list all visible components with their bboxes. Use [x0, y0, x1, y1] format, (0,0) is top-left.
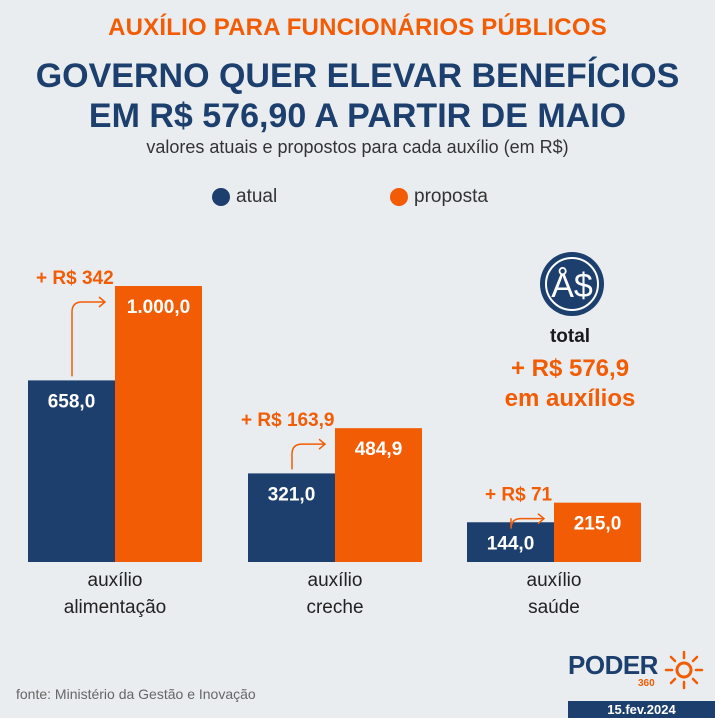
legend-label-atual: atual — [236, 186, 278, 207]
sun-icon — [664, 650, 704, 690]
annotation-arrowhead-1 — [318, 438, 327, 450]
legend-swatch-atual — [212, 188, 230, 206]
svg-text:Å$: Å$ — [551, 267, 593, 305]
category-label-0-line-1: auxílio — [88, 570, 143, 591]
data-label-atual-2: 144,0 — [487, 533, 535, 554]
annotation-2: + R$ 71 — [485, 485, 553, 506]
legend: atual proposta — [0, 186, 715, 210]
annotation-arrow-2 — [510, 517, 544, 529]
bar-proposta-0 — [115, 286, 202, 562]
title-line-1: GOVERNO QUER ELEVAR BENEFÍCIOS — [35, 57, 680, 95]
kicker: AUXÍLIO PARA FUNCIONÁRIOS PÚBLICOS — [108, 14, 607, 41]
category-label-2-line-2: saúde — [528, 597, 580, 618]
category-label-1-line-2: creche — [306, 597, 363, 618]
bar-proposta-1 — [335, 428, 422, 562]
annotation-arrowhead-2 — [537, 513, 546, 525]
data-label-proposta-2: 215,0 — [574, 514, 622, 535]
total-label: total — [549, 326, 591, 347]
bar-atual-0 — [28, 380, 115, 562]
page-title: GOVERNO QUER ELEVAR BENEFÍCIOS EM R$ 576… — [0, 56, 715, 136]
total-value: + R$ 576,9 em auxílios — [470, 354, 670, 414]
legend-label-proposta: proposta — [414, 186, 488, 207]
subtitle: valores atuais e propostos para cada aux… — [146, 137, 569, 157]
bar-atual-1 — [248, 473, 335, 562]
data-label-proposta-1: 484,9 — [355, 439, 403, 460]
bar-atual-2 — [467, 522, 554, 562]
annotation-0: + R$ 342 — [36, 268, 114, 289]
data-label-atual-0: 658,0 — [48, 391, 96, 412]
source-note: fonte: Ministério da Gestão e Inovação — [16, 686, 256, 702]
logo-suffix: 360 — [638, 678, 655, 689]
annotation-arrow-1 — [291, 443, 325, 470]
total-value-line-2: em auxílios — [504, 385, 636, 412]
date-badge: 15.fev.2024 — [568, 701, 715, 718]
money-bag-icon: Å$ — [540, 252, 604, 316]
category-label-0-line-2: alimentação — [64, 597, 166, 618]
annotation-1: + R$ 163,9 — [241, 410, 335, 431]
category-label-2-line-1: auxílio — [527, 570, 582, 591]
annotation-arrow-0 — [71, 301, 105, 377]
data-label-proposta-0: 1.000,0 — [127, 297, 190, 318]
bar-chart: 658,0 1.000,0 + R$ 342 auxílio alimentação 32… — [28, 268, 641, 618]
category-label-1-line-1: auxílio — [308, 570, 363, 591]
logo-text: PODER — [568, 650, 658, 680]
poder360-logo: PODER 360 — [568, 650, 708, 690]
legend-item-proposta: proposta — [390, 186, 488, 208]
bar-proposta-2 — [554, 502, 641, 562]
data-label-atual-1: 321,0 — [268, 484, 316, 505]
legend-item-atual: atual — [212, 186, 277, 208]
title-line-2: EM R$ 576,90 A PARTIR DE MAIO — [88, 97, 627, 135]
legend-swatch-proposta — [390, 188, 408, 206]
annotation-arrowhead-0 — [98, 296, 107, 308]
total-value-line-1: + R$ 576,9 — [510, 355, 630, 382]
